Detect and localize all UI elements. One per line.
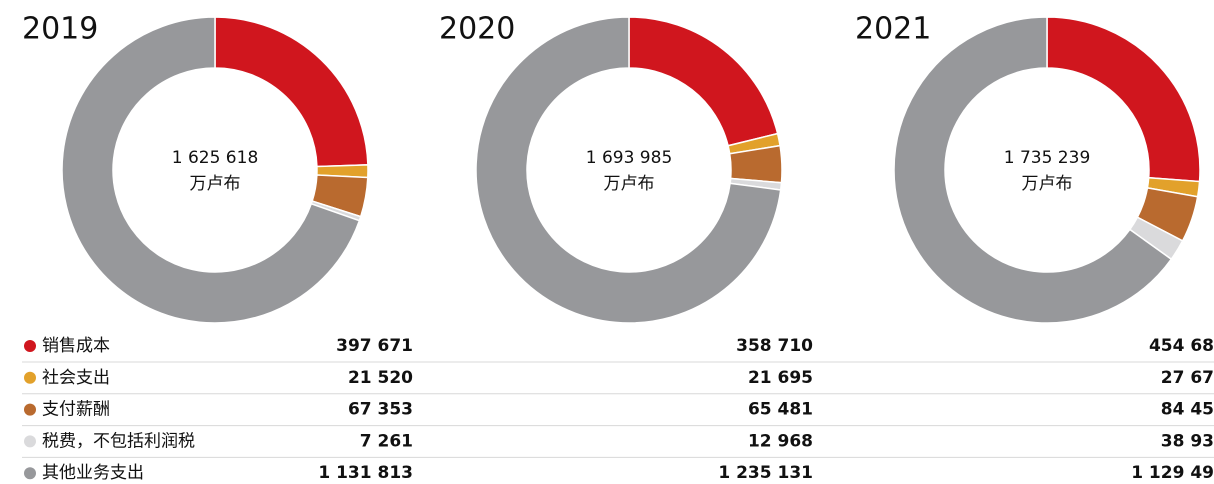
value-label: 7 261 bbox=[360, 431, 413, 451]
total-label: 1 693 985 bbox=[586, 148, 673, 168]
donut-segment bbox=[475, 16, 782, 324]
legend-label: 社会支出 bbox=[42, 368, 110, 388]
value-label: 67 353 bbox=[348, 400, 413, 420]
donut-segment bbox=[214, 16, 369, 168]
legend-label: 支付薪酬 bbox=[42, 400, 110, 420]
total-label: 1 625 618 bbox=[172, 148, 259, 168]
unit-label: 万卢布 bbox=[604, 174, 655, 194]
legend-label: 其他业务支出 bbox=[42, 463, 144, 483]
chart-title: 2020 bbox=[439, 12, 515, 47]
unit-label: 万卢布 bbox=[1022, 174, 1073, 194]
value-label: 1 235 131 bbox=[718, 463, 813, 483]
value-label: 358 710 bbox=[736, 336, 813, 356]
unit-label: 万卢布 bbox=[190, 174, 241, 194]
donut-segment bbox=[628, 16, 779, 147]
legend-swatch bbox=[24, 371, 36, 384]
legend-swatch bbox=[24, 467, 36, 480]
value-label: 38 93 bbox=[1161, 431, 1214, 451]
legend-swatch bbox=[24, 435, 36, 448]
donut-segment bbox=[61, 16, 361, 324]
value-label: 84 45 bbox=[1161, 400, 1214, 420]
value-label: 27 67 bbox=[1161, 368, 1214, 388]
donut-segment bbox=[893, 16, 1173, 324]
value-label: 65 481 bbox=[748, 400, 813, 420]
total-label: 1 735 239 bbox=[1004, 148, 1091, 168]
legend-label: 销售成本 bbox=[42, 336, 110, 356]
donut-segment bbox=[1046, 16, 1201, 183]
value-label: 1 131 813 bbox=[318, 463, 413, 483]
legend-swatch bbox=[24, 340, 36, 352]
value-label: 21 520 bbox=[348, 368, 413, 388]
value-label: 12 968 bbox=[748, 431, 813, 451]
value-label: 397 671 bbox=[336, 336, 413, 356]
chart-title: 2019 bbox=[22, 12, 98, 47]
legend-label: 税费，不包括利润税 bbox=[42, 431, 195, 451]
value-label: 1 129 49 bbox=[1131, 463, 1214, 483]
legend-swatch bbox=[24, 403, 36, 416]
value-label: 454 68 bbox=[1149, 336, 1214, 356]
chart-title: 2021 bbox=[855, 12, 931, 47]
value-label: 21 695 bbox=[748, 368, 813, 388]
